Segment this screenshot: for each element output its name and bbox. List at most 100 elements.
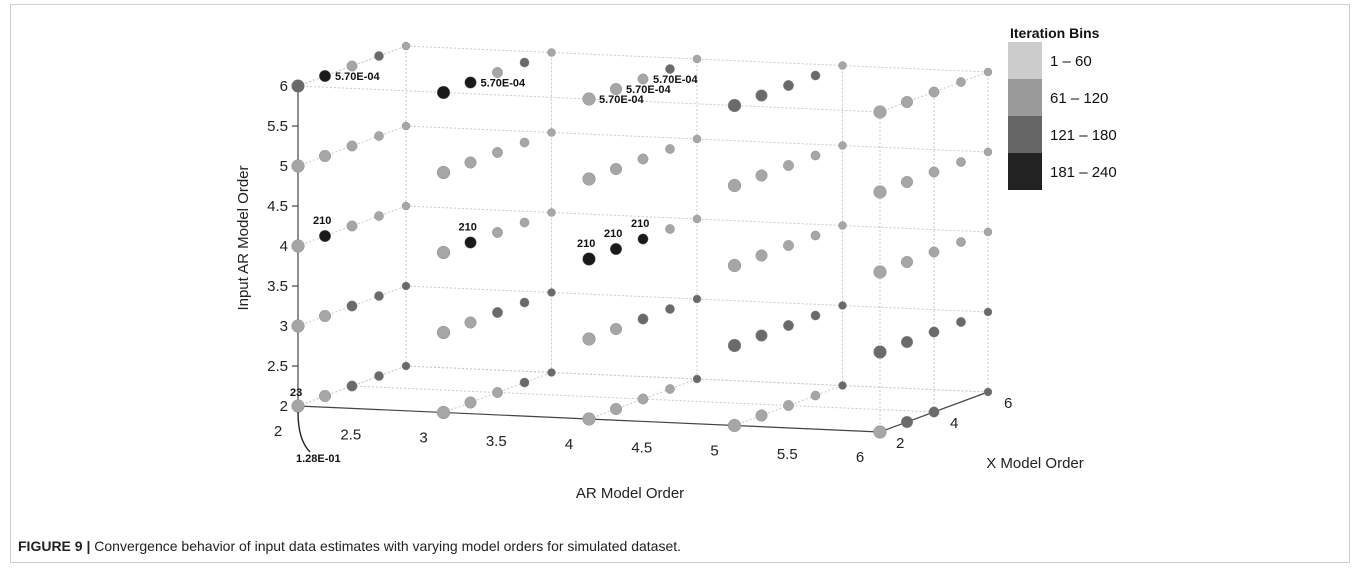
data-point xyxy=(492,67,503,78)
data-point xyxy=(436,85,451,100)
y-tick-label: 2 xyxy=(896,435,904,452)
data-point xyxy=(928,86,940,98)
data-point xyxy=(464,236,477,249)
data-point xyxy=(547,368,556,377)
data-point xyxy=(374,51,384,61)
annotation-label: 5.70E-04 xyxy=(626,84,672,96)
legend: Iteration Bins 1 – 60 61 – 120 121 – 180 181… xyxy=(1008,25,1117,190)
gridline xyxy=(351,385,935,413)
data-point xyxy=(401,121,411,131)
data-point xyxy=(783,400,794,411)
z-tick-label: 5.5 xyxy=(267,118,288,135)
data-point xyxy=(519,297,530,308)
legend-swatch xyxy=(1008,42,1042,79)
data-point xyxy=(901,336,914,349)
data-point xyxy=(610,242,623,255)
data-point xyxy=(838,381,847,390)
data-point xyxy=(519,137,530,148)
data-point xyxy=(291,159,305,173)
data-point xyxy=(492,147,503,158)
data-point xyxy=(783,160,794,171)
x-tick-label: 4.5 xyxy=(631,439,652,456)
gridline xyxy=(297,85,881,113)
data-point xyxy=(755,409,768,422)
data-point xyxy=(319,69,332,82)
data-point xyxy=(838,221,847,230)
data-point xyxy=(783,80,794,91)
data-point xyxy=(873,345,887,359)
data-point xyxy=(346,300,358,312)
data-point xyxy=(783,320,794,331)
data-point xyxy=(319,310,332,323)
data-point xyxy=(346,220,358,232)
data-point xyxy=(492,227,503,238)
annotation-label: 210 xyxy=(313,215,331,227)
data-point xyxy=(727,178,742,193)
data-point xyxy=(901,416,914,429)
data-point xyxy=(928,166,940,178)
z-axis-title: Input AR Model Order xyxy=(235,165,252,310)
data-point xyxy=(401,361,411,371)
data-point xyxy=(810,70,821,81)
data-point xyxy=(610,82,623,95)
z-tick-label: 3 xyxy=(280,318,288,335)
data-point xyxy=(755,169,768,182)
gridline xyxy=(405,125,989,153)
data-point xyxy=(637,73,649,85)
data-point xyxy=(665,64,675,74)
data-point xyxy=(956,237,966,247)
data-point xyxy=(436,405,451,420)
data-point xyxy=(582,172,596,186)
z-tick-label: 3.5 xyxy=(267,278,288,295)
data-point xyxy=(401,201,411,211)
data-point xyxy=(727,258,742,273)
y-tick-label: 6 xyxy=(1004,395,1012,412)
legend-label: 121 – 180 xyxy=(1050,127,1117,144)
caption-text: Convergence behavior of input data estim… xyxy=(90,538,682,554)
data-point xyxy=(928,246,940,258)
data-point xyxy=(436,165,451,180)
data-point xyxy=(637,153,649,165)
data-point xyxy=(547,128,556,137)
data-point xyxy=(291,79,305,93)
data-point xyxy=(519,57,530,68)
data-point xyxy=(755,329,768,342)
annotation-label: 5.70E-04 xyxy=(481,78,527,90)
data-point xyxy=(374,211,384,221)
data-point xyxy=(983,147,993,157)
data-point xyxy=(755,249,768,262)
data-point xyxy=(956,77,966,87)
z-tick-label: 4.5 xyxy=(267,198,288,215)
data-point xyxy=(692,294,702,304)
data-point xyxy=(401,41,411,51)
data-point xyxy=(901,175,914,188)
data-point xyxy=(928,406,940,418)
data-point xyxy=(492,387,503,398)
data-point xyxy=(610,162,623,175)
legend-label: 61 – 120 xyxy=(1050,90,1108,107)
figure-caption: FIGURE 9 | Convergence behavior of input… xyxy=(18,538,681,554)
figure-frame xyxy=(10,4,1350,563)
annotation-label: 1.28E-01 xyxy=(296,453,341,465)
z-tick-label: 6 xyxy=(280,78,288,95)
data-point xyxy=(873,105,887,119)
data-point xyxy=(464,76,477,89)
data-point xyxy=(665,384,675,394)
gridline xyxy=(405,365,989,393)
data-point xyxy=(547,288,556,297)
data-point xyxy=(810,150,821,161)
x-tick-label: 5 xyxy=(710,443,718,460)
y-tick-label: 4 xyxy=(950,415,958,432)
caption-label: FIGURE 9 | xyxy=(18,538,91,554)
axes-layer: 2 2.5 3 3.5 4 4.5 5 5.5 6 2 2.5 3 3.5 4 4.5 5 5.5 6 2 4 6 Inp… xyxy=(235,78,1084,502)
x-tick-label: 4 xyxy=(565,436,573,453)
data-point xyxy=(810,390,821,401)
data-point xyxy=(610,323,623,336)
data-point xyxy=(464,396,477,409)
annotation-label: 5.70E-04 xyxy=(335,71,381,83)
data-point xyxy=(582,252,596,266)
data-point xyxy=(436,245,451,260)
z-tick-label: 5 xyxy=(280,158,288,175)
data-point xyxy=(838,141,847,150)
data-point xyxy=(637,393,649,405)
